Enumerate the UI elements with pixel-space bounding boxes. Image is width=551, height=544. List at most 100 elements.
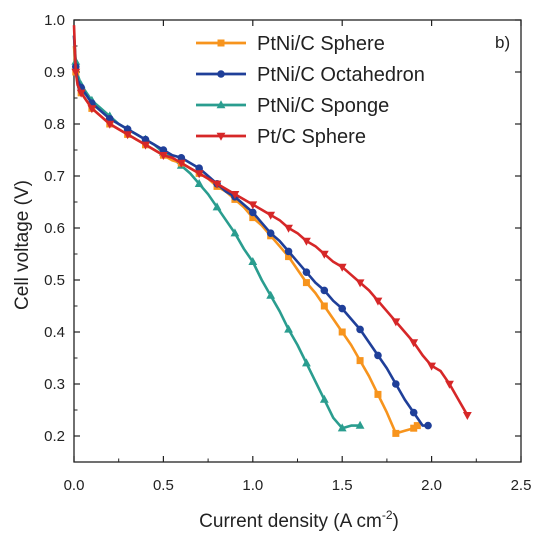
data-point: [392, 380, 400, 388]
y-tick-label: 0.6: [44, 220, 65, 237]
data-point: [337, 263, 347, 272]
data-point: [248, 201, 258, 210]
x-axis-title-end: ): [393, 511, 399, 532]
data-point: [356, 357, 364, 365]
data-point: [266, 290, 276, 299]
plot-frame: [73, 19, 522, 463]
data-point: [373, 297, 383, 306]
legend-label: PtNi/C Octahedron: [257, 64, 425, 86]
data-point: [230, 228, 240, 237]
data-point: [355, 420, 365, 429]
data-point: [337, 423, 347, 432]
legend-label: PtNi/C Sponge: [257, 95, 389, 117]
data-point: [195, 164, 203, 172]
data-point: [302, 358, 311, 367]
y-tick-label: 0.8: [44, 116, 65, 133]
legend-entry: PtNi/C Sphere: [196, 33, 385, 55]
data-point: [123, 125, 132, 133]
data-point: [319, 394, 329, 403]
data-point: [230, 191, 240, 199]
data-point: [159, 152, 168, 160]
data-point: [338, 328, 346, 336]
data-point: [212, 180, 222, 189]
data-point: [445, 380, 454, 389]
data-point: [320, 302, 328, 310]
data-point: [266, 211, 276, 220]
data-point: [413, 422, 421, 430]
x-tick-label: 0.5: [153, 477, 174, 494]
legend-marker: [216, 132, 226, 141]
data-point: [462, 412, 472, 420]
data-point: [338, 304, 347, 313]
legend: PtNi/C Sphere PtNi/C Octahedron PtNi/C Spo…: [196, 33, 425, 148]
data-point: [410, 424, 418, 432]
data-point: [248, 257, 258, 265]
x-axis-title-main: Current density (A cm: [199, 511, 382, 532]
legend-entry: PtNi/C Octahedron: [196, 64, 425, 86]
data-point: [249, 214, 257, 222]
data-point: [284, 247, 293, 256]
x-tick-label: 1.0: [242, 477, 263, 494]
data-point: [302, 237, 311, 246]
data-point: [76, 89, 86, 98]
data-point: [374, 390, 382, 398]
data-point: [392, 429, 400, 437]
data-point: [374, 351, 382, 360]
data-point: [320, 286, 329, 295]
data-point: [249, 208, 257, 217]
series-ptni-c-octahedron: [71, 35, 432, 430]
y-tick-label: 0.4: [44, 324, 65, 341]
data-point: [302, 279, 310, 287]
x-axis-title: Current density (A cm-2): [199, 508, 399, 532]
series-layer: [71, 25, 472, 437]
legend-label: PtNi/C Sphere: [257, 33, 385, 55]
data-point: [141, 141, 150, 150]
legend-marker: [217, 70, 225, 78]
data-point: [105, 120, 115, 129]
data-point: [319, 250, 329, 259]
x-tick-label: 2.5: [511, 477, 532, 494]
y-tick-label: 1.0: [44, 12, 65, 29]
data-point: [177, 154, 186, 162]
panel-label: b): [495, 33, 510, 52]
data-point: [71, 68, 81, 77]
data-point: [427, 362, 436, 371]
x-axis-title-sup: -2: [382, 508, 393, 522]
data-point: [284, 324, 293, 333]
legend-marker: [217, 39, 225, 47]
data-point: [194, 179, 204, 187]
data-point: [123, 131, 133, 140]
legend-label: Pt/C Sphere: [257, 126, 366, 148]
data-point: [409, 408, 418, 417]
data-point: [141, 135, 150, 144]
data-point: [266, 229, 275, 237]
plot-area: [73, 19, 522, 463]
data-point: [355, 279, 365, 288]
x-tick-label: 1.5: [332, 477, 353, 494]
data-point: [87, 105, 97, 114]
data-point: [212, 202, 222, 211]
data-point: [285, 253, 293, 261]
data-point: [302, 268, 311, 277]
data-point: [424, 421, 432, 430]
y-tick-label: 0.3: [44, 376, 65, 393]
data-point: [391, 318, 401, 327]
data-point: [176, 159, 186, 168]
y-tick-label: 0.2: [44, 428, 65, 445]
y-axis-title: Cell voltage (V): [12, 180, 33, 310]
y-tick-label: 0.7: [44, 168, 65, 185]
legend-marker: [216, 100, 226, 109]
data-point: [194, 170, 204, 179]
data-point: [284, 224, 293, 233]
data-point: [356, 325, 364, 334]
data-point: [159, 146, 168, 154]
y-tick-label: 0.9: [44, 64, 65, 81]
x-tick-label: 2.0: [421, 477, 442, 494]
y-tick-label: 0.5: [44, 272, 65, 289]
legend-entry: Pt/C Sphere: [196, 126, 366, 148]
axes: 0.0 0.5 1.0 1.5 2.0 2.5 0.2 0.3 0.4 0.5 0.6 0.7 0.8 0…: [44, 12, 531, 494]
legend-entry: PtNi/C Sponge: [196, 95, 389, 117]
series-pt-c-sphere: [71, 25, 472, 420]
x-tick-label: 0.0: [64, 477, 85, 494]
